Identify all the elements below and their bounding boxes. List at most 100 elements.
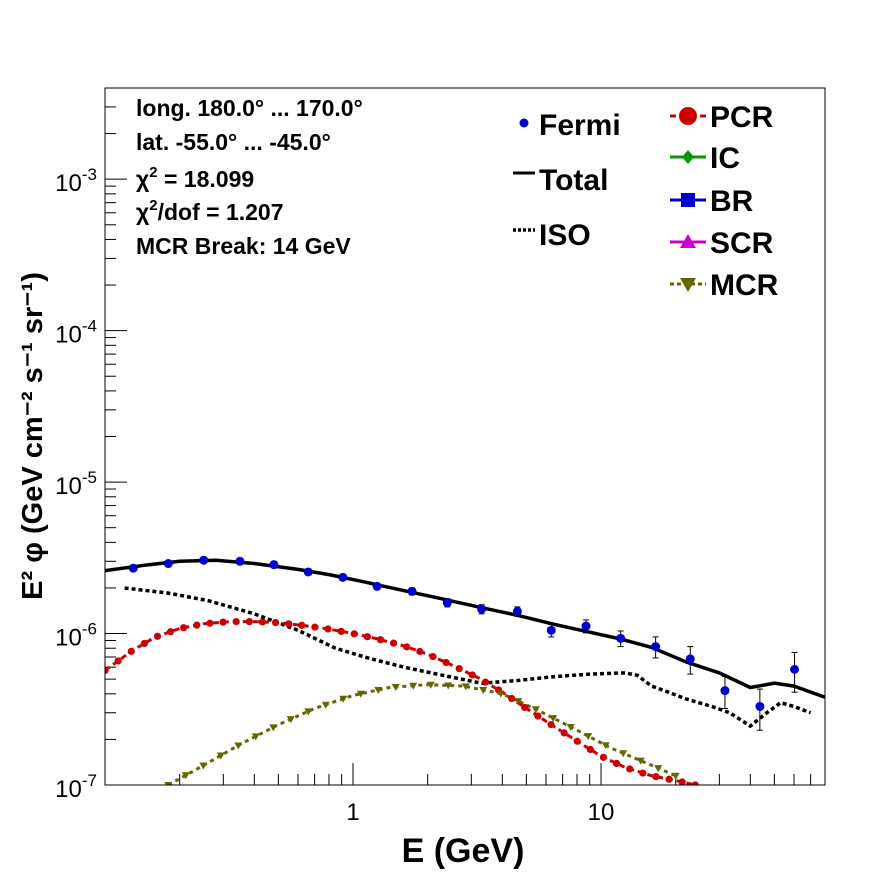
pcr-point	[350, 630, 358, 638]
legend-right: PCR IC BR SCR MCR	[670, 101, 779, 302]
mcr-point	[216, 752, 225, 760]
pcr-point	[245, 617, 253, 626]
info-chi-rest: /dof = 1.207	[158, 199, 284, 225]
pcr-point	[298, 621, 306, 629]
pcr-point	[547, 720, 555, 729]
pcr-point	[626, 765, 634, 773]
fermi-point	[199, 555, 209, 565]
fermi-point	[720, 686, 730, 696]
x-tick-label: 10	[588, 799, 615, 826]
x-axis-label: E (GeV)	[402, 832, 525, 870]
y-tick-base: 10	[55, 170, 82, 197]
legend-marker-mcr	[680, 278, 696, 292]
y-tick-label: 10-4	[55, 317, 97, 349]
mcr-point	[601, 742, 610, 750]
pcr-point	[416, 647, 424, 656]
pcr-point	[232, 617, 240, 626]
fermi-point	[790, 664, 800, 674]
fermi-point	[235, 556, 245, 566]
legend-left: Fermi Total ISO	[513, 109, 621, 252]
mcr-point	[164, 782, 173, 785]
mcr-point	[566, 724, 575, 732]
x-tick-labels: 1 10	[346, 799, 614, 826]
legend-marker-pcr	[679, 107, 697, 125]
markers	[105, 555, 825, 785]
mcr-point	[584, 733, 593, 741]
y-tick-base: 10	[55, 776, 82, 803]
mcr-point	[181, 772, 190, 780]
pcr-point	[678, 778, 686, 785]
pcr-point	[311, 623, 319, 631]
mcr-point	[426, 681, 435, 689]
fermi-point	[128, 563, 138, 573]
pcr-point	[586, 745, 594, 754]
y-tick-exponent: -5	[82, 468, 97, 487]
legend-label-scr: SCR	[710, 227, 774, 260]
fermi-point	[407, 586, 417, 596]
pcr-point	[140, 639, 148, 648]
mcr-point	[619, 750, 628, 758]
y-tick-exponent: -6	[82, 620, 97, 639]
pcr-point	[153, 632, 162, 640]
mcr-point	[391, 684, 400, 692]
fermi-point	[442, 598, 452, 608]
y-tick-base: 10	[55, 625, 82, 652]
info-chi-rest: = 18.099	[158, 166, 255, 192]
y-axis-label: E² φ (GeV cm⁻² s⁻¹ sr⁻¹)	[17, 272, 49, 600]
pcr-point	[639, 769, 647, 777]
mcr-point	[286, 716, 295, 724]
pcr-point	[599, 753, 608, 761]
pcr-point	[166, 628, 175, 636]
legend-marker-scr	[680, 234, 696, 248]
series-line-iso	[124, 586, 812, 729]
y-tick-base: 10	[55, 473, 82, 500]
y-tick-base: 10	[55, 322, 82, 349]
x-tick-label: 1	[346, 799, 359, 826]
mcr-point	[374, 686, 383, 694]
mcr-point	[269, 724, 278, 732]
y-tick-exponent: -4	[82, 317, 97, 336]
legend-marker-fermi	[519, 118, 529, 128]
pcr-point	[652, 773, 660, 781]
fermi-point	[477, 604, 487, 614]
pcr-point	[613, 759, 621, 768]
fermi-point	[581, 621, 591, 631]
pcr-point	[193, 621, 201, 629]
mcr-point	[531, 706, 540, 714]
info-line: MCR Break: 14 GeV	[136, 233, 351, 259]
mcr-point	[356, 690, 365, 698]
fermi-point	[651, 642, 661, 652]
fermi-point	[372, 581, 382, 591]
fermi-point	[163, 559, 173, 569]
y-tick-label: 10-3	[55, 165, 97, 197]
pcr-point	[206, 619, 214, 627]
series-line-mcr	[167, 683, 677, 785]
pcr-point	[285, 620, 293, 628]
pcr-point	[105, 666, 109, 675]
pcr-point	[429, 653, 437, 661]
fermi-point	[269, 560, 279, 570]
series-line-total	[105, 558, 825, 699]
pcr-point	[271, 618, 280, 627]
y-tick-exponent: -7	[82, 771, 97, 790]
fermi-point	[338, 572, 348, 582]
pcr-point	[363, 633, 371, 641]
mcr-point	[409, 682, 418, 690]
info-line: χ2 = 18.099	[136, 164, 254, 192]
legend-label-iso: ISO	[539, 219, 591, 252]
mcr-point	[496, 690, 505, 698]
pcr-point	[390, 639, 398, 647]
legend-label-total: Total	[539, 164, 608, 197]
y-tick-exponent: -3	[82, 165, 97, 184]
mcr-point	[549, 715, 558, 723]
pcr-point	[219, 618, 227, 626]
legend-marker-ic	[682, 150, 694, 164]
pcr-point	[691, 781, 699, 785]
info-line: long. 180.0° ... 170.0°	[136, 95, 363, 121]
pcr-point	[376, 636, 385, 644]
pcr-point	[337, 627, 345, 635]
mcr-point	[251, 733, 260, 741]
legend-label-fermi: Fermi	[539, 109, 621, 142]
pcr-point	[455, 665, 463, 673]
